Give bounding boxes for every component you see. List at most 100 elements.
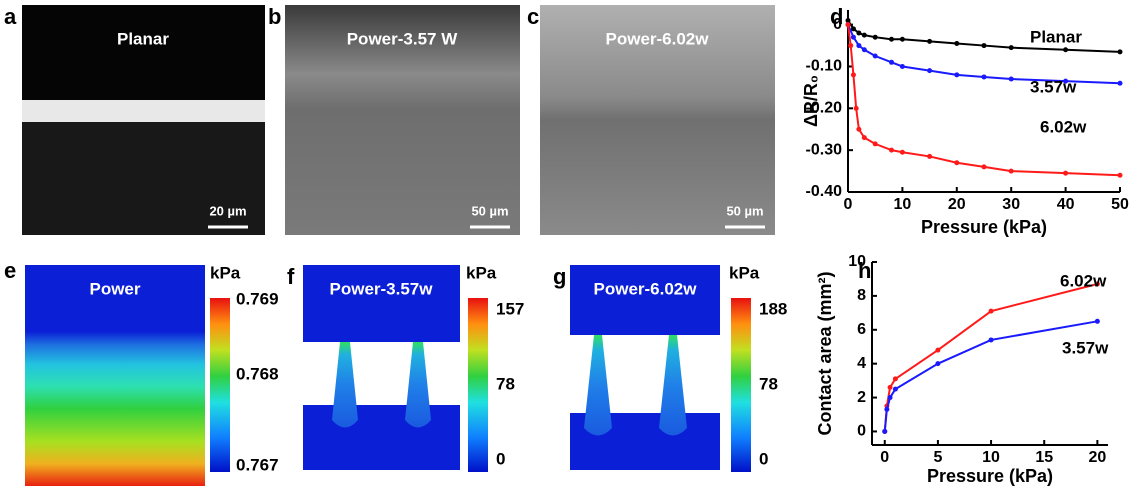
series-label: 6.02w	[1040, 117, 1087, 136]
scale-bar-label: 50 µm	[471, 203, 508, 218]
fea-map	[25, 265, 205, 486]
map-title: Power-3.57w	[330, 279, 434, 298]
point	[1008, 168, 1014, 174]
x-tick-label: 30	[1002, 196, 1020, 213]
colorbar-label: 78	[759, 374, 778, 393]
colorbar-label: 0	[496, 449, 505, 468]
x-tick-label: 10	[982, 449, 1000, 466]
panel-label: h	[858, 258, 871, 283]
colorbar	[468, 298, 488, 472]
x-tick-label: 15	[1035, 449, 1053, 466]
y-tick-label: -0.10	[806, 58, 843, 75]
y-axis-label: ΔR/R₀	[801, 75, 821, 127]
point	[1094, 318, 1100, 324]
fea-pillars	[584, 335, 687, 436]
series-label: 3.57w	[1062, 338, 1109, 357]
x-tick-label: 50	[1111, 196, 1129, 213]
point	[988, 308, 994, 314]
panel-label: e	[4, 258, 16, 283]
colorbar-label: 0.769	[236, 289, 279, 308]
y-axis-label: Contact area (mm²)	[815, 271, 835, 435]
point	[861, 135, 867, 141]
point	[887, 395, 893, 401]
fea-bottom	[303, 405, 460, 470]
point	[889, 36, 895, 42]
point	[927, 68, 933, 74]
image-title: Power-6.02w	[606, 29, 710, 48]
point	[1117, 172, 1123, 178]
point	[872, 53, 878, 59]
y-tick-label: -0.30	[806, 141, 843, 158]
point	[892, 386, 898, 392]
point	[1117, 49, 1123, 55]
point	[845, 22, 851, 28]
colorbar-unit: kPa	[729, 263, 760, 282]
point	[872, 34, 878, 40]
point	[927, 38, 933, 44]
point	[861, 32, 867, 38]
point	[1008, 45, 1014, 51]
point	[853, 105, 859, 111]
map-title: Power	[89, 279, 140, 298]
point	[927, 153, 933, 159]
point	[954, 160, 960, 166]
point	[848, 43, 854, 49]
point	[954, 40, 960, 46]
colorbar-label: 188	[759, 299, 787, 318]
point	[1117, 80, 1123, 86]
point	[856, 43, 862, 49]
point	[1094, 281, 1100, 287]
scale-bar-label: 50 µm	[726, 203, 763, 218]
x-axis-label: Pressure (kPa)	[921, 217, 1047, 237]
image-title: Planar	[117, 29, 169, 48]
point	[856, 126, 862, 132]
point	[988, 337, 994, 343]
point	[935, 347, 941, 353]
point	[884, 406, 890, 412]
colorbar-unit: kPa	[466, 263, 497, 282]
point	[899, 36, 905, 42]
sem-substrate	[22, 122, 265, 235]
y-tick-label: 2	[857, 389, 866, 406]
y-tick-label: -0.20	[806, 100, 843, 117]
point	[892, 376, 898, 382]
point	[850, 72, 856, 78]
point	[850, 34, 856, 40]
sem-film	[22, 100, 265, 122]
y-tick-label: 10	[848, 253, 866, 270]
colorbar-label: 157	[496, 299, 524, 318]
x-tick-label: 40	[1057, 196, 1075, 213]
point	[889, 59, 895, 65]
y-tick-label: 0	[857, 423, 866, 440]
x-tick-label: 0	[844, 196, 853, 213]
colorbar	[731, 298, 751, 472]
point	[981, 74, 987, 80]
point	[981, 43, 987, 49]
x-tick-label: 20	[1088, 449, 1106, 466]
point	[889, 147, 895, 153]
point	[981, 164, 987, 170]
series-line	[883, 283, 1098, 432]
fea-pillars	[332, 342, 431, 428]
point	[899, 63, 905, 69]
panel-label: c	[527, 4, 539, 29]
y-tick-label: -0.40	[806, 183, 843, 200]
point	[935, 361, 941, 367]
panel-label: d	[830, 4, 843, 29]
colorbar-label: 0.768	[236, 364, 279, 383]
x-tick-label: 5	[933, 449, 942, 466]
x-tick-label: 0	[880, 449, 889, 466]
point	[899, 149, 905, 155]
point	[1063, 170, 1069, 176]
colorbar-label: 0.767	[236, 455, 279, 474]
series-label: Planar	[1030, 27, 1082, 46]
colorbar	[210, 298, 230, 472]
y-tick-label: 4	[857, 355, 866, 372]
x-axis-label: Pressure (kPa)	[927, 466, 1053, 486]
point	[887, 384, 893, 390]
point	[882, 428, 888, 434]
panel-label: g	[553, 264, 566, 289]
scale-bar-label: 20 µm	[209, 203, 246, 218]
fea-top	[303, 265, 460, 342]
